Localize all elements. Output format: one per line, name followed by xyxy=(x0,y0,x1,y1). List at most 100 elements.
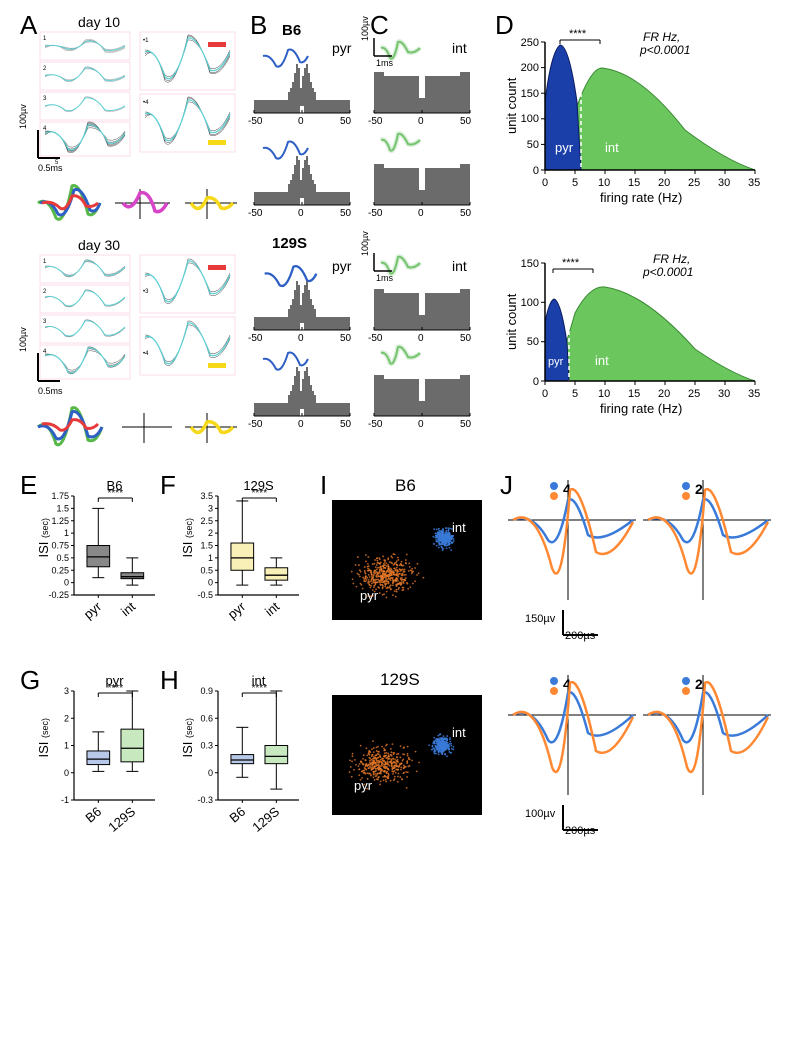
svg-text:ISI (sec): ISI (sec) xyxy=(36,718,51,758)
svg-text:50: 50 xyxy=(527,139,539,151)
svg-text:1: 1 xyxy=(64,528,69,538)
stars-D1: **** xyxy=(569,28,587,40)
scale-100uv-2: 100µv xyxy=(18,327,28,352)
svg-text:pyr: pyr xyxy=(225,598,249,622)
svg-text:-50: -50 xyxy=(368,419,383,430)
S129-I: 129S xyxy=(380,670,420,690)
svg-text:10: 10 xyxy=(598,388,610,400)
svg-text:1: 1 xyxy=(43,259,47,265)
svg-text:0.3: 0.3 xyxy=(200,741,213,751)
scale-200us-1: 200µs xyxy=(565,630,595,642)
svg-text:•1: •1 xyxy=(143,38,149,44)
scale-150uv: 150µv xyxy=(525,613,555,625)
svg-text:int: int xyxy=(262,599,282,620)
svg-text:1.25: 1.25 xyxy=(51,516,69,526)
B6-I: B6 xyxy=(395,476,416,496)
panelA-day30-colored xyxy=(30,402,240,452)
svg-text:2: 2 xyxy=(64,713,69,723)
svg-text:0.6: 0.6 xyxy=(200,713,213,723)
svg-text:1: 1 xyxy=(43,36,47,42)
svg-text:2: 2 xyxy=(695,481,703,497)
svg-text:0.5: 0.5 xyxy=(56,553,69,563)
scale-100uv-C2: 100µv xyxy=(360,231,370,256)
svg-text:129S: 129S xyxy=(105,804,138,835)
svg-text:-1: -1 xyxy=(61,795,69,805)
svg-text:30: 30 xyxy=(718,177,730,189)
svg-text:pyr: pyr xyxy=(360,588,379,603)
svg-text:****: **** xyxy=(252,683,268,694)
svg-text:ISI (sec): ISI (sec) xyxy=(180,718,195,758)
svg-text:0: 0 xyxy=(418,419,424,430)
svg-text:•4: •4 xyxy=(143,100,149,106)
svg-text:3: 3 xyxy=(64,686,69,696)
svg-text:0: 0 xyxy=(298,419,304,430)
svg-text:****: **** xyxy=(252,488,268,499)
svg-text:firing rate (Hz): firing rate (Hz) xyxy=(600,190,682,205)
svg-text:35: 35 xyxy=(748,177,760,189)
svg-text:3: 3 xyxy=(43,319,47,325)
svg-text:3.5: 3.5 xyxy=(200,491,213,501)
scale-100uv-C1: 100µv xyxy=(360,16,370,41)
panelA-day10-colored xyxy=(30,178,240,228)
svg-text:-50: -50 xyxy=(368,333,383,344)
svg-text:0: 0 xyxy=(418,208,424,219)
svg-text:1.75: 1.75 xyxy=(51,491,69,501)
svg-text:50: 50 xyxy=(527,336,539,348)
svg-text:0: 0 xyxy=(298,116,304,127)
pyr-in-D1: pyr xyxy=(555,140,574,155)
svg-text:50: 50 xyxy=(340,333,352,344)
svg-text:0: 0 xyxy=(208,768,213,778)
svg-text:100: 100 xyxy=(521,297,539,309)
svg-text:FR Hz,: FR Hz, xyxy=(643,30,680,44)
day30-label: day 30 xyxy=(78,237,120,253)
svg-text:int: int xyxy=(452,725,466,740)
svg-text:firing rate (Hz): firing rate (Hz) xyxy=(600,401,682,416)
svg-text:pyr: pyr xyxy=(548,356,564,368)
svg-text:129S: 129S xyxy=(249,804,282,835)
svg-text:-50: -50 xyxy=(248,333,263,344)
svg-text:pyr: pyr xyxy=(81,598,105,622)
svg-text:-50: -50 xyxy=(248,208,263,219)
svg-text:•3: •3 xyxy=(143,289,149,295)
svg-text:150: 150 xyxy=(521,258,539,270)
svg-text:2: 2 xyxy=(43,66,47,72)
svg-text:****: **** xyxy=(108,488,124,499)
svg-text:0: 0 xyxy=(64,768,69,778)
panel-H-label: H xyxy=(160,665,179,696)
svg-text:-50: -50 xyxy=(368,208,383,219)
svg-text:2: 2 xyxy=(695,676,703,692)
svg-text:int: int xyxy=(118,599,138,620)
svg-text:-50: -50 xyxy=(368,116,383,127)
svg-text:15: 15 xyxy=(628,388,640,400)
svg-text:2: 2 xyxy=(43,289,47,295)
svg-text:•4: •4 xyxy=(143,351,149,357)
svg-text:15: 15 xyxy=(628,177,640,189)
figure-root: A day 10 1 2 3 xyxy=(10,10,775,1040)
svg-text:p<0.0001: p<0.0001 xyxy=(639,43,690,57)
svg-text:ISI (sec): ISI (sec) xyxy=(180,518,195,558)
svg-text:10: 10 xyxy=(598,177,610,189)
svg-text:0: 0 xyxy=(542,177,548,189)
svg-text:int: int xyxy=(595,353,609,368)
svg-text:****: **** xyxy=(108,683,124,694)
scale-200us-2: 200µs xyxy=(565,825,595,837)
svg-text:0: 0 xyxy=(542,388,548,400)
panelD-bot: pyr int 0 5 10 15 20 25 30 35 0 50 100 1… xyxy=(510,255,770,415)
panelD-top: pyr int 0 5 10 15 20 25 30 35 0 50 100 1… xyxy=(510,34,770,204)
svg-text:35: 35 xyxy=(748,388,760,400)
svg-text:****: **** xyxy=(562,257,580,269)
svg-text:20: 20 xyxy=(658,177,670,189)
svg-text:0: 0 xyxy=(208,578,213,588)
panel-C-label: C xyxy=(370,10,389,41)
svg-text:0: 0 xyxy=(298,333,304,344)
svg-text:-0.3: -0.3 xyxy=(197,795,213,805)
svg-text:25: 25 xyxy=(688,388,700,400)
svg-text:-0.25: -0.25 xyxy=(48,590,69,600)
svg-text:50: 50 xyxy=(460,333,472,344)
svg-text:unit count: unit count xyxy=(504,77,519,134)
svg-text:1: 1 xyxy=(208,553,213,563)
panelBC-autocorr: -50050 -50050 -50050 -50050 -50050 xyxy=(252,38,482,408)
svg-text:FR Hz,: FR Hz, xyxy=(653,252,690,266)
svg-text:-0.5: -0.5 xyxy=(197,590,213,600)
panelI-B6-scatter: pyr int xyxy=(332,500,482,620)
